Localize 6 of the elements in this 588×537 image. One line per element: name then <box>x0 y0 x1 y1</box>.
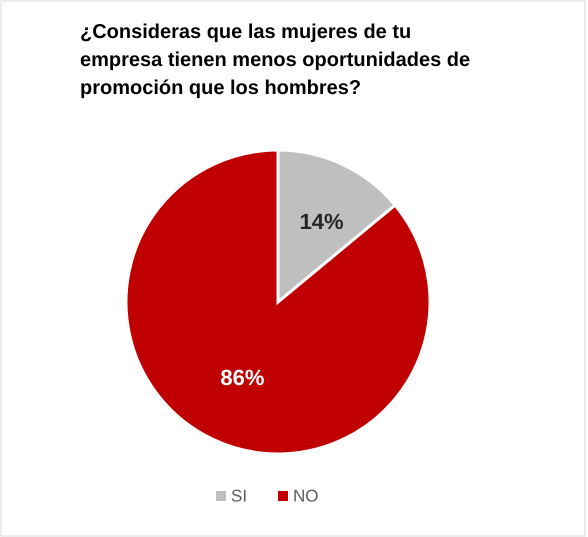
data-label: 14% <box>300 208 344 234</box>
legend-label: SI <box>231 486 248 506</box>
data-label: 86% <box>220 365 264 390</box>
legend-label: NO <box>293 486 318 506</box>
pie-slice <box>124 148 432 456</box>
chart-title: ¿Consideras que las mujeres de tu empresa tienen menos oportunidades de promoción que los hombres? <box>80 21 470 99</box>
